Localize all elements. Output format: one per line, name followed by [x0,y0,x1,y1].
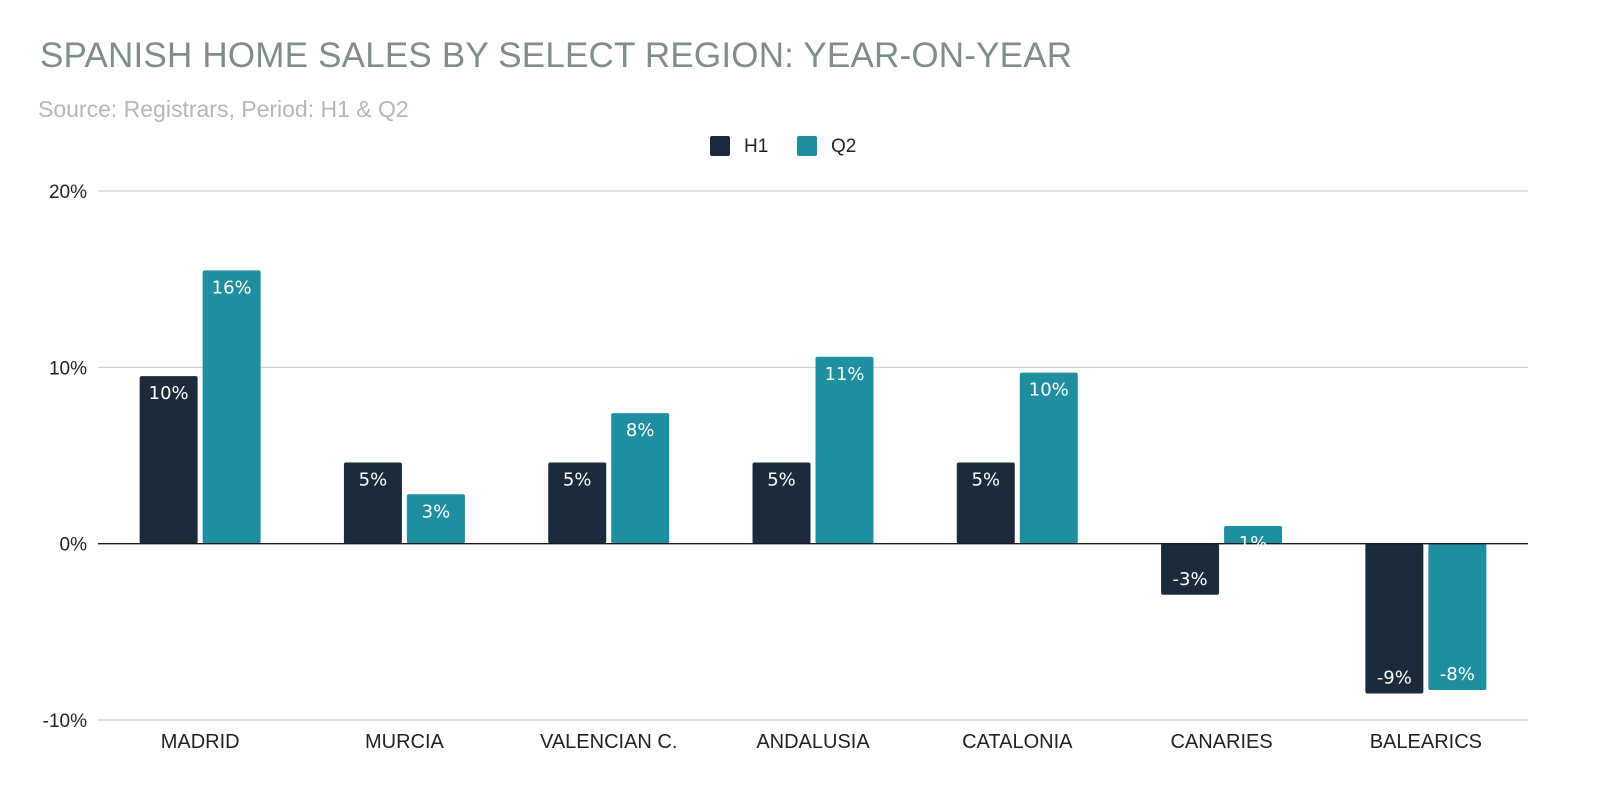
x-tick-label: BALEARICS [1370,731,1482,753]
bar-q2-madrid [203,270,261,543]
data-label-q2-catalonia: 10% [1029,380,1069,401]
data-label-q2-canaries: 1% [1239,533,1268,554]
data-label-h1-valencian-c: 5% [563,470,592,491]
legend-swatch-h1 [710,136,730,156]
data-label-h1-murcia: 5% [359,470,388,491]
legend-label-h1: H1 [744,136,768,157]
y-tick-label: 10% [49,358,87,379]
data-label-h1-andalusia: 5% [767,470,796,491]
data-label-h1-catalonia: 5% [972,470,1001,491]
bars [140,270,1487,693]
x-tick-label: VALENCIAN C. [540,731,677,753]
x-tick-label: ANDALUSIA [756,731,870,753]
gridlines [98,191,1528,720]
x-tick-label: MURCIA [365,731,445,753]
legend-swatch-q2 [797,136,817,156]
x-tick-label: CANARIES [1170,731,1272,753]
data-label-h1-balearics: -9% [1377,668,1412,689]
y-axis: 20% 10% 0% -10% [43,182,87,732]
legend: H1 Q2 [710,136,856,157]
data-label-q2-madrid: 16% [212,277,252,298]
x-axis: MADRID MURCIA VALENCIAN C. ANDALUSIA CATALON… [161,731,1482,753]
y-tick-label: -10% [43,711,87,732]
data-label-q2-murcia: 3% [422,501,451,522]
y-tick-label: 0% [60,535,88,556]
y-tick-label: 20% [49,182,87,203]
data-label-h1-madrid: 10% [149,383,189,404]
legend-label-q2: Q2 [831,136,856,157]
data-label-q2-andalusia: 11% [824,364,864,385]
bar-q2-andalusia [816,357,874,544]
data-label-q2-balearics: -8% [1440,664,1475,685]
data-label-q2-valencian-c: 8% [626,420,655,441]
x-tick-label: CATALONIA [962,731,1073,753]
x-tick-label: MADRID [161,731,240,753]
data-label-h1-canaries: -3% [1173,569,1208,590]
